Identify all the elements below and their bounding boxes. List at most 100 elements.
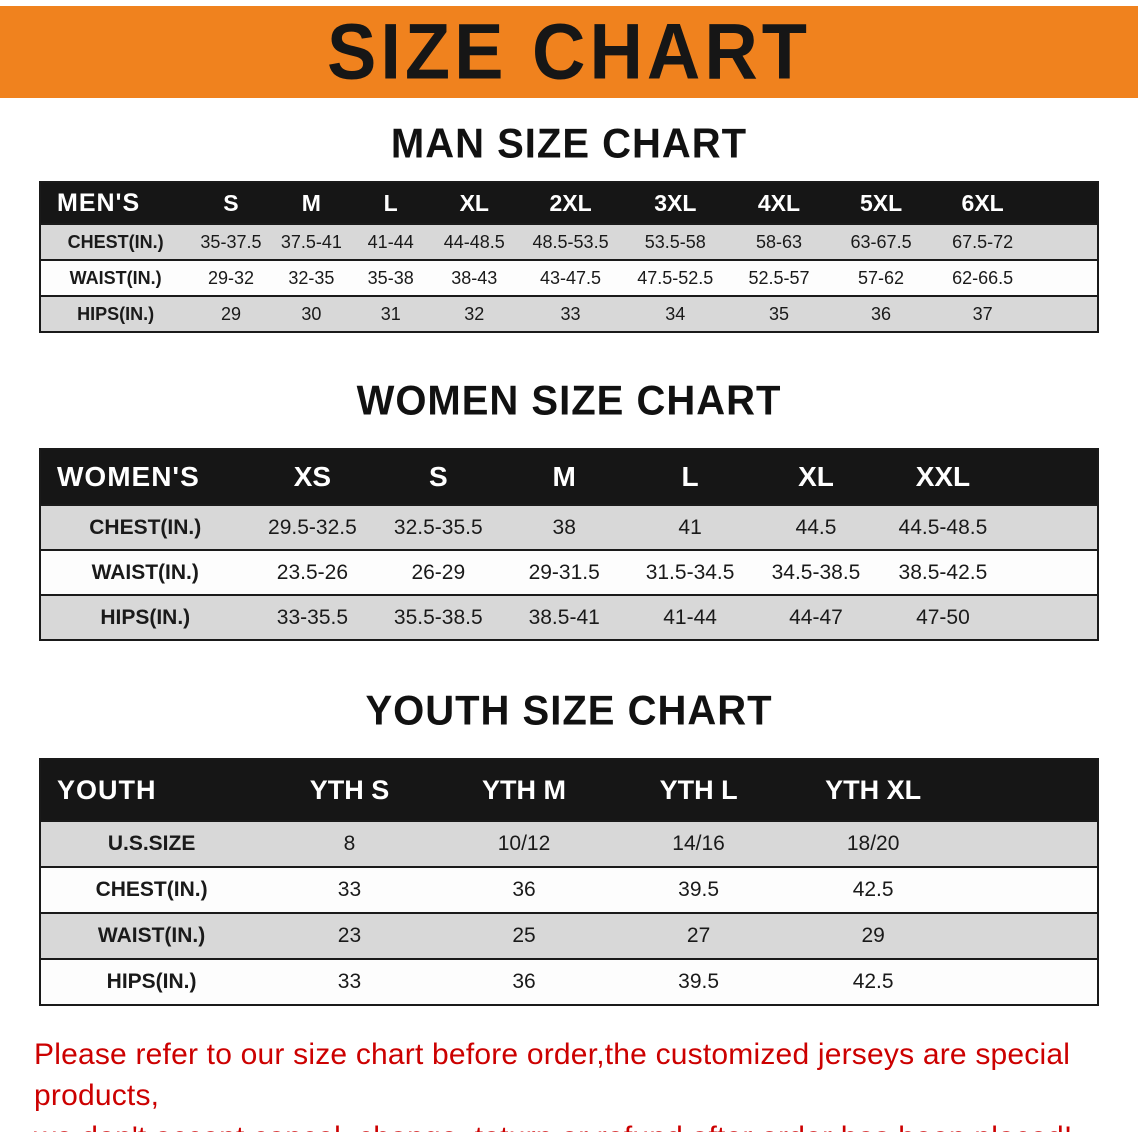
size-value-cell: 23.5-26 xyxy=(249,549,376,595)
size-value-cell: 32.5-35.5 xyxy=(375,504,502,550)
youth-size-header-yth-l: YTH L xyxy=(611,759,786,821)
size-value-cell: 41-44 xyxy=(627,594,754,640)
size-value-cell: 29.5-32.5 xyxy=(249,504,376,550)
size-value-cell: 67.5-72 xyxy=(931,223,1034,260)
mens-table-title: MEN'S xyxy=(40,182,191,224)
size-value-cell: 37 xyxy=(931,295,1034,332)
banner-title: SIZE CHART xyxy=(327,7,811,96)
mens-size-table: MEN'S S M L XL 2XL 3XL 4XL 5XL 6XL CHEST(IN.) 35-37… xyxy=(39,181,1099,333)
header-spacer-cell xyxy=(1006,449,1098,505)
size-value-cell: 29-32 xyxy=(190,259,272,296)
size-value-cell: 35-37.5 xyxy=(190,223,272,260)
size-value-cell: 41-44 xyxy=(351,223,431,260)
mens-size-header-2xl: 2XL xyxy=(518,182,623,224)
womens-header-row: WOMEN'S XS S M L XL XXL xyxy=(40,449,1098,505)
men-section-heading: MAN SIZE CHART xyxy=(390,121,748,167)
size-value-cell: 39.5 xyxy=(611,958,786,1005)
womens-row-chest-in: CHEST(IN.) 29.5-32.5 32.5-35.5 38 41 44.5 44.5… xyxy=(40,504,1098,550)
size-value-cell: 25 xyxy=(436,912,612,959)
size-value-cell: 31.5-34.5 xyxy=(627,549,754,595)
womens-row-hips-in: HIPS(IN.) 33-35.5 35.5-38.5 38.5-41 41-44 44-… xyxy=(40,594,1098,640)
size-value-cell: 35.5-38.5 xyxy=(375,594,502,640)
size-value-cell: 33 xyxy=(518,295,623,332)
row-label: WAIST(IN.) xyxy=(40,912,263,959)
mens-row-waist-in: WAIST(IN.) 29-32 32-35 35-38 38-43 43-47.5 47.… xyxy=(40,259,1098,296)
women-size-table-host: WOMEN'S XS S M L XL XXL CHEST(IN.) 29.5-32.5 32.5… xyxy=(39,448,1099,641)
size-value-cell: 39.5 xyxy=(611,866,786,913)
size-value-cell: 41 xyxy=(627,504,754,550)
row-spacer-cell xyxy=(960,958,1098,1005)
size-value-cell: 23 xyxy=(262,912,437,959)
size-value-cell: 26-29 xyxy=(375,549,502,595)
row-spacer-cell xyxy=(960,866,1098,913)
womens-size-header-xxl: XXL xyxy=(878,449,1007,505)
row-spacer-cell xyxy=(1006,549,1098,595)
womens-size-table: WOMEN'S XS S M L XL XXL CHEST(IN.) 29.5-32.5 32.5… xyxy=(39,448,1099,641)
header-spacer-cell xyxy=(960,759,1098,821)
size-value-cell: 44-48.5 xyxy=(430,223,519,260)
size-value-cell: 18/20 xyxy=(785,820,961,867)
row-label: CHEST(IN.) xyxy=(40,504,250,550)
youth-section-heading: YOUTH SIZE CHART xyxy=(365,688,773,734)
mens-header-row: MEN'S S M L XL 2XL 3XL 4XL 5XL 6XL xyxy=(40,182,1098,224)
header-spacer-cell xyxy=(1033,182,1098,224)
mens-row-chest-in: CHEST(IN.) 35-37.5 37.5-41 41-44 44-48.5 48.5… xyxy=(40,223,1098,260)
mens-size-header-3xl: 3XL xyxy=(622,182,728,224)
section-youth: YOUTH SIZE CHART YOUTH YTH S YTH M YTH L YTH… xyxy=(0,688,1138,1006)
row-spacer-cell xyxy=(1033,259,1098,296)
womens-row-waist-in: WAIST(IN.) 23.5-26 26-29 29-31.5 31.5-34.5 34… xyxy=(40,549,1098,595)
size-value-cell: 36 xyxy=(436,958,612,1005)
womens-size-header-xs: XS xyxy=(249,449,376,505)
youth-size-header-yth-xl: YTH XL xyxy=(785,759,961,821)
size-value-cell: 42.5 xyxy=(785,866,961,913)
size-value-cell: 10/12 xyxy=(436,820,612,867)
mens-size-header-s: S xyxy=(190,182,272,224)
size-value-cell: 32 xyxy=(430,295,519,332)
size-value-cell: 38 xyxy=(501,504,628,550)
size-value-cell: 8 xyxy=(262,820,437,867)
youth-size-header-yth-s: YTH S xyxy=(262,759,437,821)
youth-row-u-s-size: U.S.SIZE 8 10/12 14/16 18/20 xyxy=(40,820,1098,867)
size-value-cell: 29 xyxy=(785,912,961,959)
section-men: MAN SIZE CHART MEN'S S M L XL 2XL 3XL 4XL 5XL 6XL… xyxy=(0,121,1138,333)
youth-size-table: YOUTH YTH S YTH M YTH L YTH XL U.S.SIZE 8 10/12… xyxy=(39,758,1099,1006)
size-value-cell: 34 xyxy=(622,295,728,332)
men-size-table-host: MEN'S S M L XL 2XL 3XL 4XL 5XL 6XL CHEST(IN.) 35-37… xyxy=(39,181,1099,333)
youth-size-header-yth-m: YTH M xyxy=(436,759,612,821)
row-label: U.S.SIZE xyxy=(40,820,263,867)
footer-note: Please refer to our size chart before or… xyxy=(0,1034,1138,1132)
row-label: CHEST(IN.) xyxy=(40,223,191,260)
size-value-cell: 47-50 xyxy=(878,594,1007,640)
mens-size-header-m: M xyxy=(271,182,352,224)
size-value-cell: 27 xyxy=(611,912,786,959)
womens-size-header-l: L xyxy=(627,449,754,505)
size-value-cell: 44.5-48.5 xyxy=(878,504,1007,550)
size-value-cell: 63-67.5 xyxy=(830,223,932,260)
size-value-cell: 47.5-52.5 xyxy=(622,259,728,296)
size-value-cell: 38.5-42.5 xyxy=(878,549,1007,595)
size-value-cell: 35 xyxy=(727,295,831,332)
youth-row-hips-in: HIPS(IN.) 33 36 39.5 42.5 xyxy=(40,958,1098,1005)
size-value-cell: 44-47 xyxy=(753,594,879,640)
size-value-cell: 53.5-58 xyxy=(622,223,728,260)
row-label: WAIST(IN.) xyxy=(40,549,250,595)
row-spacer-cell xyxy=(1033,295,1098,332)
size-value-cell: 33-35.5 xyxy=(249,594,376,640)
size-value-cell: 35-38 xyxy=(351,259,431,296)
youth-size-table-host: YOUTH YTH S YTH M YTH L YTH XL U.S.SIZE 8 10/12… xyxy=(39,758,1099,1006)
size-value-cell: 29-31.5 xyxy=(501,549,628,595)
row-label: HIPS(IN.) xyxy=(40,594,250,640)
youth-row-waist-in: WAIST(IN.) 23 25 27 29 xyxy=(40,912,1098,959)
size-value-cell: 36 xyxy=(436,866,612,913)
size-value-cell: 42.5 xyxy=(785,958,961,1005)
mens-size-header-6xl: 6XL xyxy=(931,182,1034,224)
row-spacer-cell xyxy=(960,912,1098,959)
youth-row-chest-in: CHEST(IN.) 33 36 39.5 42.5 xyxy=(40,866,1098,913)
mens-size-header-5xl: 5XL xyxy=(830,182,932,224)
size-value-cell: 38.5-41 xyxy=(501,594,628,640)
size-value-cell: 34.5-38.5 xyxy=(753,549,879,595)
size-value-cell: 58-63 xyxy=(727,223,831,260)
size-value-cell: 43-47.5 xyxy=(518,259,623,296)
women-section-heading: WOMEN SIZE CHART xyxy=(356,378,782,424)
